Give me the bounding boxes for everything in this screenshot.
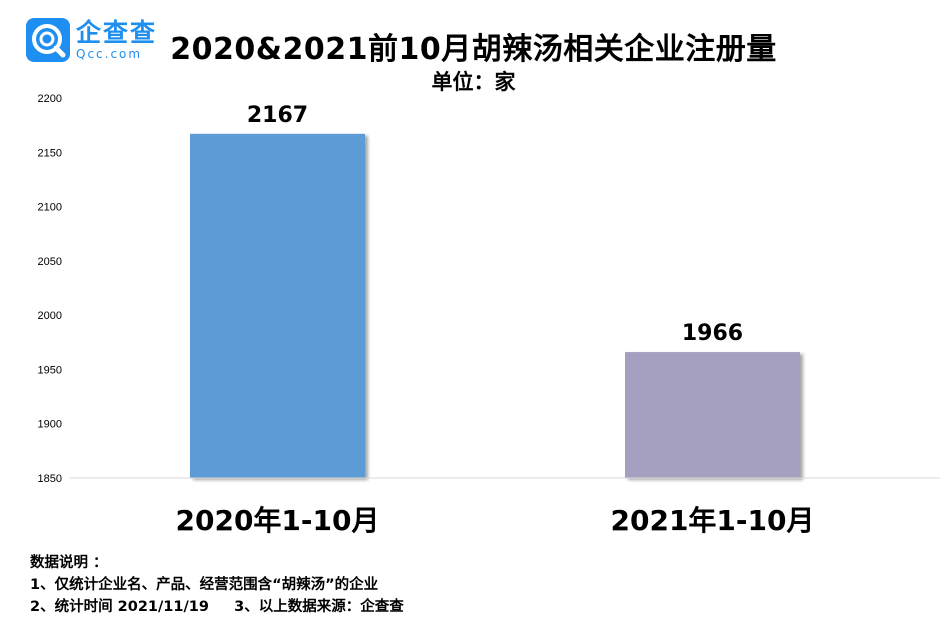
notes-heading: 数据说明 ： bbox=[30, 555, 108, 571]
y-tick-label: 2050 bbox=[38, 256, 62, 268]
bar bbox=[625, 352, 800, 478]
x-tick-label: 2020年1-10月 bbox=[176, 504, 380, 537]
data-label: 1966 bbox=[682, 321, 743, 346]
data-notes: 数据说明 ： 1、仅统计企业名、产品、经营范围含“胡辣汤”的企业 2、统计时间 … bbox=[30, 552, 404, 618]
chart-title: 2020&2021前10月胡辣汤相关企业注册量 bbox=[170, 32, 777, 67]
brand-logo: 企查查 Qcc.com bbox=[26, 18, 157, 62]
x-tick-label: 2021年1-10月 bbox=[611, 504, 815, 537]
notes-line-2: 2、统计时间 2021/11/19 3、以上数据来源：企查查 bbox=[30, 599, 404, 615]
y-tick-label: 1850 bbox=[38, 473, 62, 485]
notes-line-1: 1、仅统计企业名、产品、经营范围含“胡辣汤”的企业 bbox=[30, 577, 379, 593]
y-tick-label: 2000 bbox=[38, 310, 62, 322]
bar-chart: 1850 1900 1950 2000 2050 2100 2150 2200 2167 196… bbox=[38, 93, 940, 537]
data-label: 2167 bbox=[247, 103, 308, 128]
y-tick-label: 1900 bbox=[38, 419, 62, 431]
brand-name-cn: 企查查 bbox=[76, 18, 158, 47]
brand-name-en: Qcc.com bbox=[76, 47, 143, 61]
y-tick-label: 2100 bbox=[38, 202, 62, 214]
y-tick-label: 2150 bbox=[38, 147, 62, 159]
y-tick-label: 2200 bbox=[38, 93, 62, 105]
qcc-logo-icon bbox=[26, 18, 70, 62]
y-tick-label: 1950 bbox=[38, 364, 62, 376]
chart-subtitle: 单位：家 bbox=[431, 70, 516, 94]
bar bbox=[190, 133, 365, 479]
